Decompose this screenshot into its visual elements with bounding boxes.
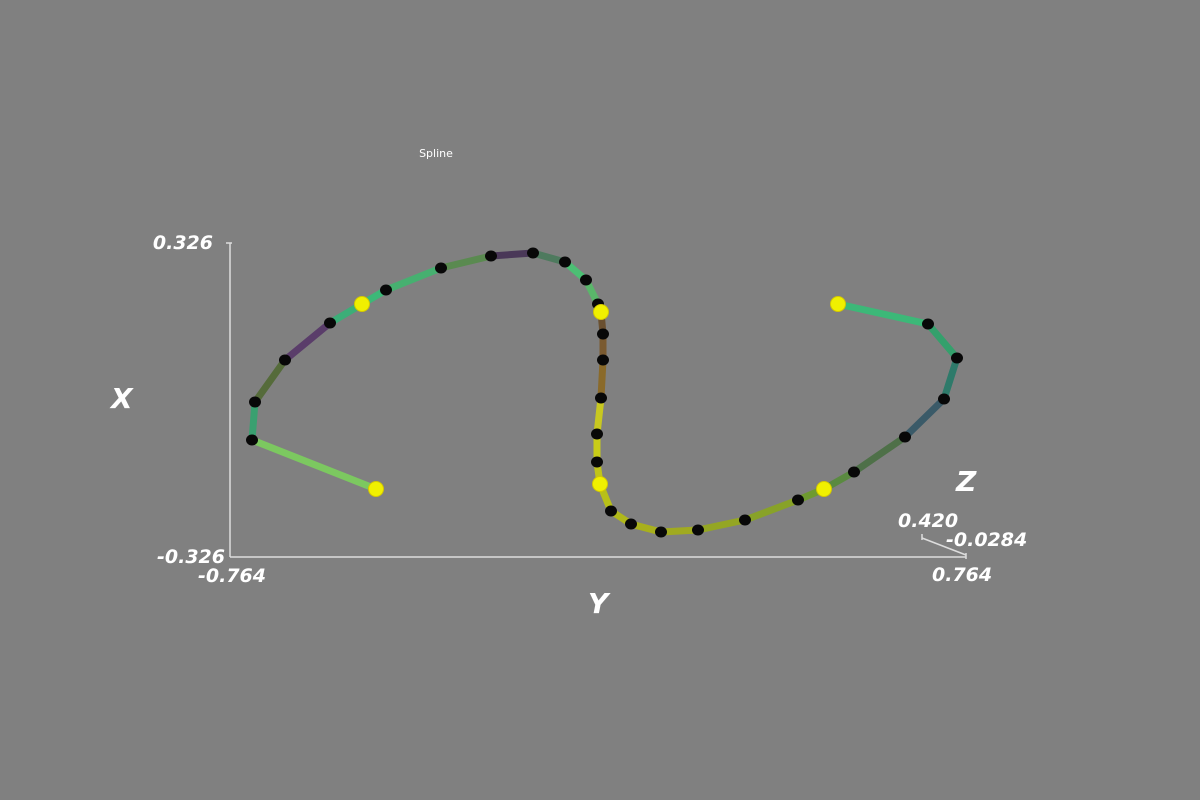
knot — [591, 456, 603, 468]
knot — [792, 494, 804, 506]
knot — [597, 354, 609, 366]
knot — [559, 256, 571, 268]
knot — [605, 505, 617, 517]
tube-segment — [437, 252, 495, 272]
knot — [655, 526, 667, 538]
knot — [692, 524, 704, 536]
knot — [938, 393, 950, 405]
tube-segment — [597, 356, 607, 402]
z-axis-label: Z — [955, 465, 977, 498]
axes: X 0.326 -0.326 Y -0.764 0.764 Z 0.420 -0… — [109, 232, 1027, 620]
y-axis-label: Y — [588, 587, 611, 620]
x-axis-max: 0.326 — [153, 232, 213, 254]
knot — [435, 262, 447, 274]
tube-segment — [694, 516, 749, 534]
z-axis-max: -0.0284 — [946, 529, 1027, 551]
knot — [580, 274, 592, 286]
knot — [249, 396, 261, 408]
knot — [527, 247, 539, 259]
knot — [597, 328, 609, 340]
control-point — [368, 481, 384, 497]
tube-segment — [248, 436, 380, 493]
control-point — [354, 296, 370, 312]
y-axis-min: -0.764 — [198, 565, 266, 587]
knot — [848, 466, 860, 478]
tube-segment — [487, 249, 537, 260]
knot — [739, 514, 751, 526]
knot — [324, 317, 336, 329]
tube-segment — [251, 356, 289, 406]
spline — [246, 247, 963, 538]
knot — [246, 434, 258, 446]
knot — [922, 318, 934, 330]
z-axis-min: 0.420 — [898, 510, 958, 532]
knot — [279, 354, 291, 366]
knot — [591, 428, 603, 440]
knot — [951, 352, 963, 364]
tube-segment — [657, 526, 702, 536]
tube-segment — [940, 354, 961, 403]
tube-segment — [741, 496, 802, 524]
knot — [380, 284, 392, 296]
tube-segment — [834, 300, 932, 328]
x-axis-label: X — [109, 382, 134, 415]
tube-segment — [593, 394, 605, 438]
x-axis-min: -0.326 — [157, 546, 225, 568]
control-point — [592, 476, 608, 492]
title: Spline — [419, 147, 453, 160]
knot — [625, 518, 637, 530]
knot — [595, 392, 607, 404]
z-axis-line — [921, 537, 967, 556]
tube-segment — [901, 395, 948, 441]
tube-segment — [382, 264, 445, 294]
knot — [485, 250, 497, 262]
tube-segment — [281, 319, 334, 364]
y-axis-max: 0.764 — [932, 564, 992, 586]
tube-segment — [248, 398, 259, 444]
control-point — [830, 296, 846, 312]
knot — [899, 431, 911, 443]
tube-segment — [850, 433, 909, 476]
control-point — [816, 481, 832, 497]
tube-segment — [924, 320, 961, 362]
control-point — [593, 304, 609, 320]
